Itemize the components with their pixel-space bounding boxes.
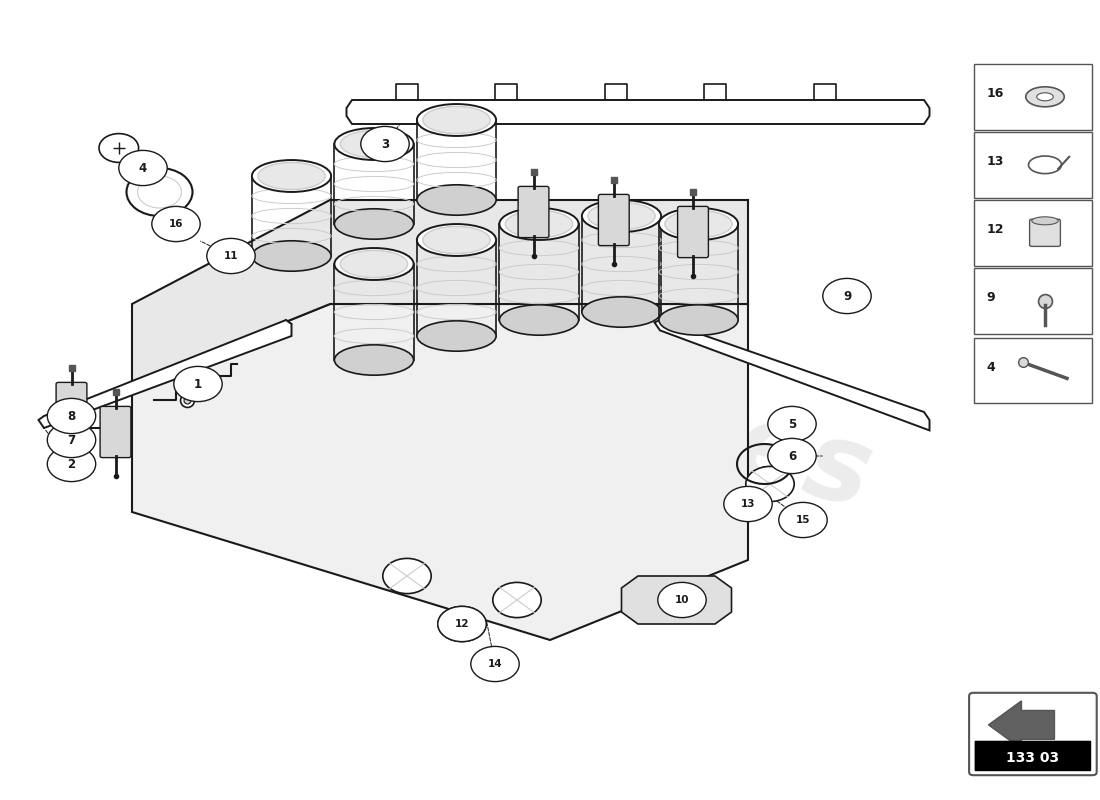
Circle shape (493, 582, 541, 618)
Text: 11: 11 (223, 251, 239, 261)
Ellipse shape (340, 250, 408, 278)
Circle shape (99, 134, 139, 162)
FancyBboxPatch shape (678, 206, 708, 258)
Ellipse shape (257, 162, 326, 190)
Ellipse shape (499, 305, 579, 335)
Ellipse shape (334, 345, 414, 375)
FancyBboxPatch shape (1030, 219, 1060, 246)
Text: 2: 2 (67, 458, 76, 470)
Ellipse shape (659, 208, 738, 240)
Text: 6: 6 (788, 450, 796, 462)
Text: 10: 10 (674, 595, 690, 605)
Text: 14: 14 (487, 659, 503, 669)
Ellipse shape (1036, 93, 1054, 101)
FancyBboxPatch shape (518, 186, 549, 238)
Text: 12: 12 (454, 619, 470, 629)
Text: 12: 12 (987, 223, 1004, 236)
Circle shape (152, 206, 200, 242)
Text: 15: 15 (795, 515, 811, 525)
FancyBboxPatch shape (974, 64, 1092, 130)
Circle shape (47, 422, 96, 458)
Circle shape (768, 438, 816, 474)
Polygon shape (654, 320, 930, 430)
Circle shape (174, 366, 222, 402)
Polygon shape (39, 320, 292, 428)
Text: 8: 8 (67, 410, 76, 422)
Ellipse shape (417, 224, 496, 256)
Text: a passion since 1985: a passion since 1985 (359, 489, 675, 599)
Ellipse shape (334, 209, 414, 239)
Circle shape (138, 176, 182, 208)
Circle shape (823, 278, 871, 314)
Circle shape (779, 502, 827, 538)
Ellipse shape (252, 241, 331, 271)
Ellipse shape (417, 185, 496, 215)
Text: 16: 16 (168, 219, 184, 229)
Text: 5: 5 (788, 418, 796, 430)
Text: 16: 16 (987, 87, 1004, 100)
Circle shape (768, 406, 816, 442)
Ellipse shape (334, 128, 414, 160)
Polygon shape (989, 701, 1055, 749)
Ellipse shape (664, 210, 733, 238)
FancyBboxPatch shape (969, 693, 1097, 775)
FancyBboxPatch shape (974, 200, 1092, 266)
Ellipse shape (422, 106, 491, 134)
Text: 7: 7 (67, 434, 76, 446)
Polygon shape (132, 200, 748, 384)
Text: euroPares: euroPares (261, 269, 883, 531)
Text: 9: 9 (843, 290, 851, 302)
Ellipse shape (499, 208, 579, 240)
Ellipse shape (340, 130, 408, 158)
FancyBboxPatch shape (974, 268, 1092, 334)
FancyBboxPatch shape (56, 382, 87, 434)
Ellipse shape (417, 104, 496, 136)
Text: 3: 3 (381, 138, 389, 150)
Circle shape (47, 446, 96, 482)
Text: 13: 13 (740, 499, 756, 509)
Circle shape (746, 466, 794, 502)
Circle shape (126, 168, 192, 216)
FancyBboxPatch shape (975, 741, 1091, 771)
FancyBboxPatch shape (598, 194, 629, 246)
Circle shape (119, 150, 167, 186)
Ellipse shape (422, 226, 491, 254)
Ellipse shape (582, 200, 661, 232)
Circle shape (724, 486, 772, 522)
Ellipse shape (587, 202, 656, 230)
Polygon shape (621, 576, 732, 624)
Circle shape (207, 238, 255, 274)
Text: 9: 9 (987, 291, 996, 304)
FancyBboxPatch shape (974, 132, 1092, 198)
FancyBboxPatch shape (100, 406, 131, 458)
Ellipse shape (417, 321, 496, 351)
Text: 133 03: 133 03 (1006, 751, 1059, 766)
Text: 1: 1 (194, 378, 202, 390)
Circle shape (438, 606, 486, 642)
Circle shape (47, 398, 96, 434)
Text: 4: 4 (139, 162, 147, 174)
Ellipse shape (659, 305, 738, 335)
Text: 13: 13 (987, 155, 1004, 168)
Ellipse shape (1025, 86, 1065, 106)
Polygon shape (132, 304, 748, 640)
Circle shape (383, 558, 431, 594)
Polygon shape (346, 100, 930, 124)
Circle shape (438, 606, 486, 642)
Circle shape (361, 126, 409, 162)
Ellipse shape (505, 210, 573, 238)
Circle shape (658, 582, 706, 618)
Circle shape (471, 646, 519, 682)
FancyBboxPatch shape (974, 338, 1092, 403)
Ellipse shape (1032, 217, 1058, 225)
Text: 4: 4 (987, 361, 996, 374)
Ellipse shape (582, 297, 661, 327)
Ellipse shape (334, 248, 414, 280)
Ellipse shape (252, 160, 331, 192)
